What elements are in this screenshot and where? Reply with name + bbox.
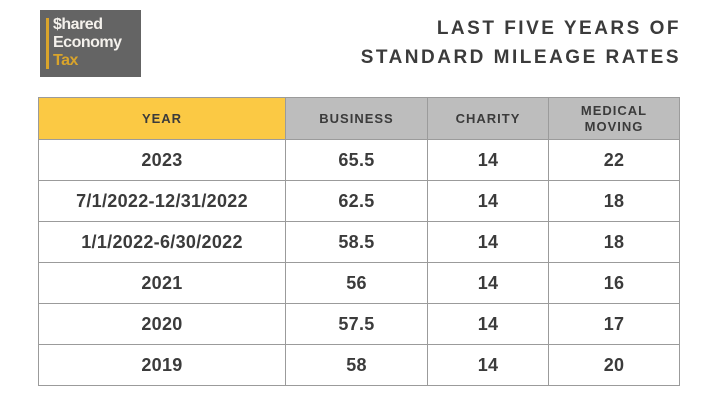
- column-header-medical-line1: MEDICAL: [580, 102, 648, 118]
- mileage-rates-table: YEAR BUSINESS CHARITY MEDICAL MOVING 202…: [38, 97, 680, 386]
- page-title: LAST FIVE YEARS OF STANDARD MILEAGE RATE…: [361, 14, 681, 72]
- cell-medical: 17: [548, 303, 680, 345]
- cell-business: 58: [285, 344, 428, 386]
- cell-medical: 18: [548, 221, 680, 263]
- cell-business: 65.5: [285, 139, 428, 181]
- cell-business: 57.5: [285, 303, 428, 345]
- cell-charity: 14: [427, 180, 549, 222]
- table-row-2021: 2021 56 14 16: [38, 262, 680, 304]
- table-row-2022-h1: 1/1/2022-6/30/2022 58.5 14 18: [38, 221, 680, 263]
- table-header-row: YEAR BUSINESS CHARITY MEDICAL MOVING: [38, 97, 680, 140]
- column-header-year: YEAR: [38, 97, 286, 140]
- cell-year: 2021: [38, 262, 286, 304]
- cell-medical: 20: [548, 344, 680, 386]
- title-line-2: STANDARD MILEAGE RATES: [360, 47, 681, 68]
- cell-year: 2019: [38, 344, 286, 386]
- column-header-charity: CHARITY: [427, 97, 549, 140]
- cell-year: 2023: [38, 139, 286, 181]
- cell-charity: 14: [427, 221, 549, 263]
- table-row-2022-h2: 7/1/2022-12/31/2022 62.5 14 18: [38, 180, 680, 222]
- cell-year: 7/1/2022-12/31/2022: [38, 180, 286, 222]
- cell-business: 56: [285, 262, 428, 304]
- cell-business: 62.5: [285, 180, 428, 222]
- cell-year: 1/1/2022-6/30/2022: [38, 221, 286, 263]
- cell-business: 58.5: [285, 221, 428, 263]
- logo-word-tax: Tax: [53, 52, 78, 69]
- logo-accent-bar: [46, 18, 49, 69]
- logo-word-shared: $hared: [53, 16, 103, 33]
- cell-charity: 14: [427, 344, 549, 386]
- column-header-business: BUSINESS: [285, 97, 428, 140]
- cell-medical: 16: [548, 262, 680, 304]
- logo-word-economy: Economy: [53, 34, 122, 51]
- table-row-2023: 2023 65.5 14 22: [38, 139, 680, 181]
- cell-medical: 18: [548, 180, 680, 222]
- cell-charity: 14: [427, 262, 549, 304]
- shared-economy-tax-logo: $hared Economy Tax: [40, 10, 141, 77]
- column-header-medical-line2: MOVING: [584, 118, 644, 134]
- table-row-2020: 2020 57.5 14 17: [38, 303, 680, 345]
- logo-text: $hared Economy Tax: [53, 16, 122, 70]
- cell-year: 2020: [38, 303, 286, 345]
- title-line-1: LAST FIVE YEARS OF: [436, 18, 681, 39]
- cell-medical: 22: [548, 139, 680, 181]
- cell-charity: 14: [427, 139, 549, 181]
- column-header-medical-moving: MEDICAL MOVING: [548, 97, 680, 140]
- cell-charity: 14: [427, 303, 549, 345]
- table-row-2019: 2019 58 14 20: [38, 344, 680, 386]
